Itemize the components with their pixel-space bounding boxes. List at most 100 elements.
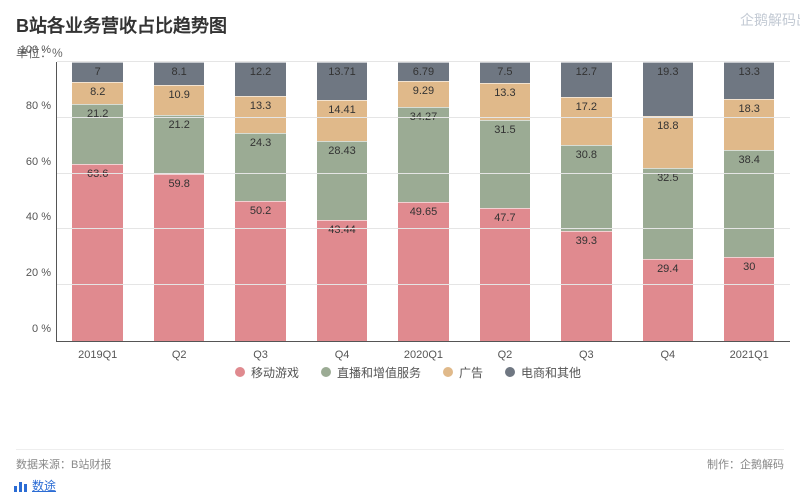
legend-item-ads[interactable]: 广告 [443,362,483,382]
bar-segment-live_vas: 32.5 [643,168,693,259]
x-tick-label: Q4 [627,349,708,361]
bar: 59.821.210.98.1 [154,62,204,341]
chart-area: 63.621.28.272019Q159.821.210.98.1Q250.22… [16,62,800,382]
segment-value-label: 24.3 [235,137,285,149]
chart-title: B站各业务营收占比趋势图 [16,12,784,38]
x-tick-label: 2019Q1 [57,349,138,361]
grid-line [57,284,790,285]
x-tick-label: Q3 [220,349,301,361]
bar-segment-ecom_other: 7.5 [480,62,530,83]
x-tick-label: Q2 [464,349,545,361]
bar: 49.65 34.27 9.29 6.79 [398,62,448,341]
bar-segment-ads: 18.3 [724,99,774,150]
bar-segment-mobile_games: 63.6 [72,164,122,341]
segment-value-label: 13.3 [480,87,530,99]
bar-segment-mobile_games: 59.8 [154,174,204,341]
legend-label: 广告 [459,364,483,381]
segment-value-label: 47.7 [480,212,530,224]
segment-value-label: 13.71 [317,66,367,78]
segment-value-label: 32.5 [643,172,693,184]
bar-segment-ads: 13.3 [235,96,285,133]
bar-segment-ecom_other: 12.2 [235,62,285,96]
segment-value-label: 8.2 [72,86,122,98]
bar: 63.6 21.2 8.2 7 [72,62,122,341]
y-tick-label: 60 % [11,156,51,168]
grid-line [57,61,790,62]
segment-value-label: 13.3 [724,66,774,78]
chart-container: B站各业务营收占比趋势图 单位：% 企鹅解码出品 63.6 21.2 8.2 7 201… [0,0,800,500]
bar-slot: 3038.418.313.32021Q1 [709,62,790,341]
segment-value-label: 39.3 [561,235,611,247]
header: B站各业务营收占比趋势图 单位：% 企鹅解码出品 [0,0,800,65]
segment-value-label: 50.2 [235,205,285,217]
segment-value-label: 6.79 [398,66,448,78]
segment-value-label: 7 [72,66,122,78]
y-tick-label: 100 % [11,44,51,56]
bar-segment-mobile_games: 29.4 [643,259,693,341]
segment-value-label: 49.65 [398,206,448,218]
legend-item-mobile_games[interactable]: 移动游戏 [235,362,299,382]
bar-segment-ecom_other: 7 [72,62,122,82]
data-link[interactable]: 数途 [14,477,56,494]
bar-segment-ads: 10.9 [154,85,204,115]
bar-segment-ads: 18.8 [643,116,693,168]
x-tick-label: Q4 [301,349,382,361]
bar-slot: 59.821.210.98.1Q2 [138,62,219,341]
bar: 39.330.817.212.7 [561,62,611,341]
bar-slot: 50.224.313.312.2Q3 [220,62,301,341]
legend-item-ecom_other[interactable]: 电商和其他 [505,362,581,382]
bar-segment-mobile_games: 30 [724,257,774,341]
segment-value-label: 18.3 [724,103,774,115]
bar-segment-live_vas: 38.4 [724,150,774,257]
segment-value-label: 7.5 [480,66,530,78]
x-tick-label: 2021Q1 [709,349,790,361]
watermark: 企鹅解码出品 [740,10,800,30]
bar-segment-ecom_other: 6.79 [398,62,448,81]
unit-label: 单位：% [16,44,784,61]
segment-value-label: 21.2 [72,108,122,120]
grid-line [57,173,790,174]
bar-segment-mobile_games: 39.3 [561,231,611,341]
segment-value-label: 29.4 [643,263,693,275]
legend-swatch [443,367,453,377]
legend-item-live_vas[interactable]: 直播和增值服务 [321,362,421,382]
segment-value-label: 43.44 [317,224,367,236]
bar-segment-ecom_other: 19.3 [643,62,693,116]
legend: 移动游戏 直播和增值服务 广告 电商和其他 [16,362,800,382]
grid-line [57,228,790,229]
bar-segment-live_vas: 34.27 [398,107,448,203]
x-tick-label: 2020Q1 [383,349,464,361]
bar-segment-ads: 14.41 [317,100,367,140]
bar: 29.4 32.5 18.819.3 [643,62,693,341]
bar-slot: 49.6534.279.296.792020Q1 [383,62,464,341]
segment-value-label: 59.8 [154,178,204,190]
y-tick-label: 20 % [11,267,51,279]
plot-area: 63.621.28.272019Q159.821.210.98.1Q250.22… [56,62,790,342]
bar-segment-live_vas: 31.5 [480,120,530,208]
footer: 数据来源：B站财报 制作：企鹅解码 [16,449,784,472]
segment-value-label: 10.9 [154,89,204,101]
segment-value-label: 30.8 [561,149,611,161]
producer-label: 制作：企鹅解码 [707,456,784,472]
segment-value-label: 21.2 [154,119,204,131]
y-tick-label: 80 % [11,100,51,112]
bar-segment-ads: 13.3 [480,83,530,120]
bar-segment-live_vas: 24.3 [235,133,285,201]
legend-label: 移动游戏 [251,364,299,381]
x-tick-label: Q3 [546,349,627,361]
legend-swatch [235,367,245,377]
segment-value-label: 13.3 [235,100,285,112]
bar: 3038.4 18.3 13.3 [724,62,774,341]
bar: 47.7 31.5 13.3 7.5 [480,62,530,341]
x-tick-label: Q2 [138,349,219,361]
bar-segment-live_vas: 21.2 [72,104,122,163]
segment-value-label: 9.29 [398,85,448,97]
bar-slot: 63.621.28.272019Q1 [57,62,138,341]
bar-segment-ads: 9.29 [398,81,448,107]
segment-value-label: 12.7 [561,66,611,78]
bar-segment-live_vas: 28.43 [317,141,367,220]
bar-segment-ecom_other: 12.7 [561,62,611,97]
bar: 43.44 28.4314.41 13.71 [317,62,367,341]
data-link-label[interactable]: 数途 [32,477,56,494]
source-label: 数据来源：B站财报 [16,456,111,472]
